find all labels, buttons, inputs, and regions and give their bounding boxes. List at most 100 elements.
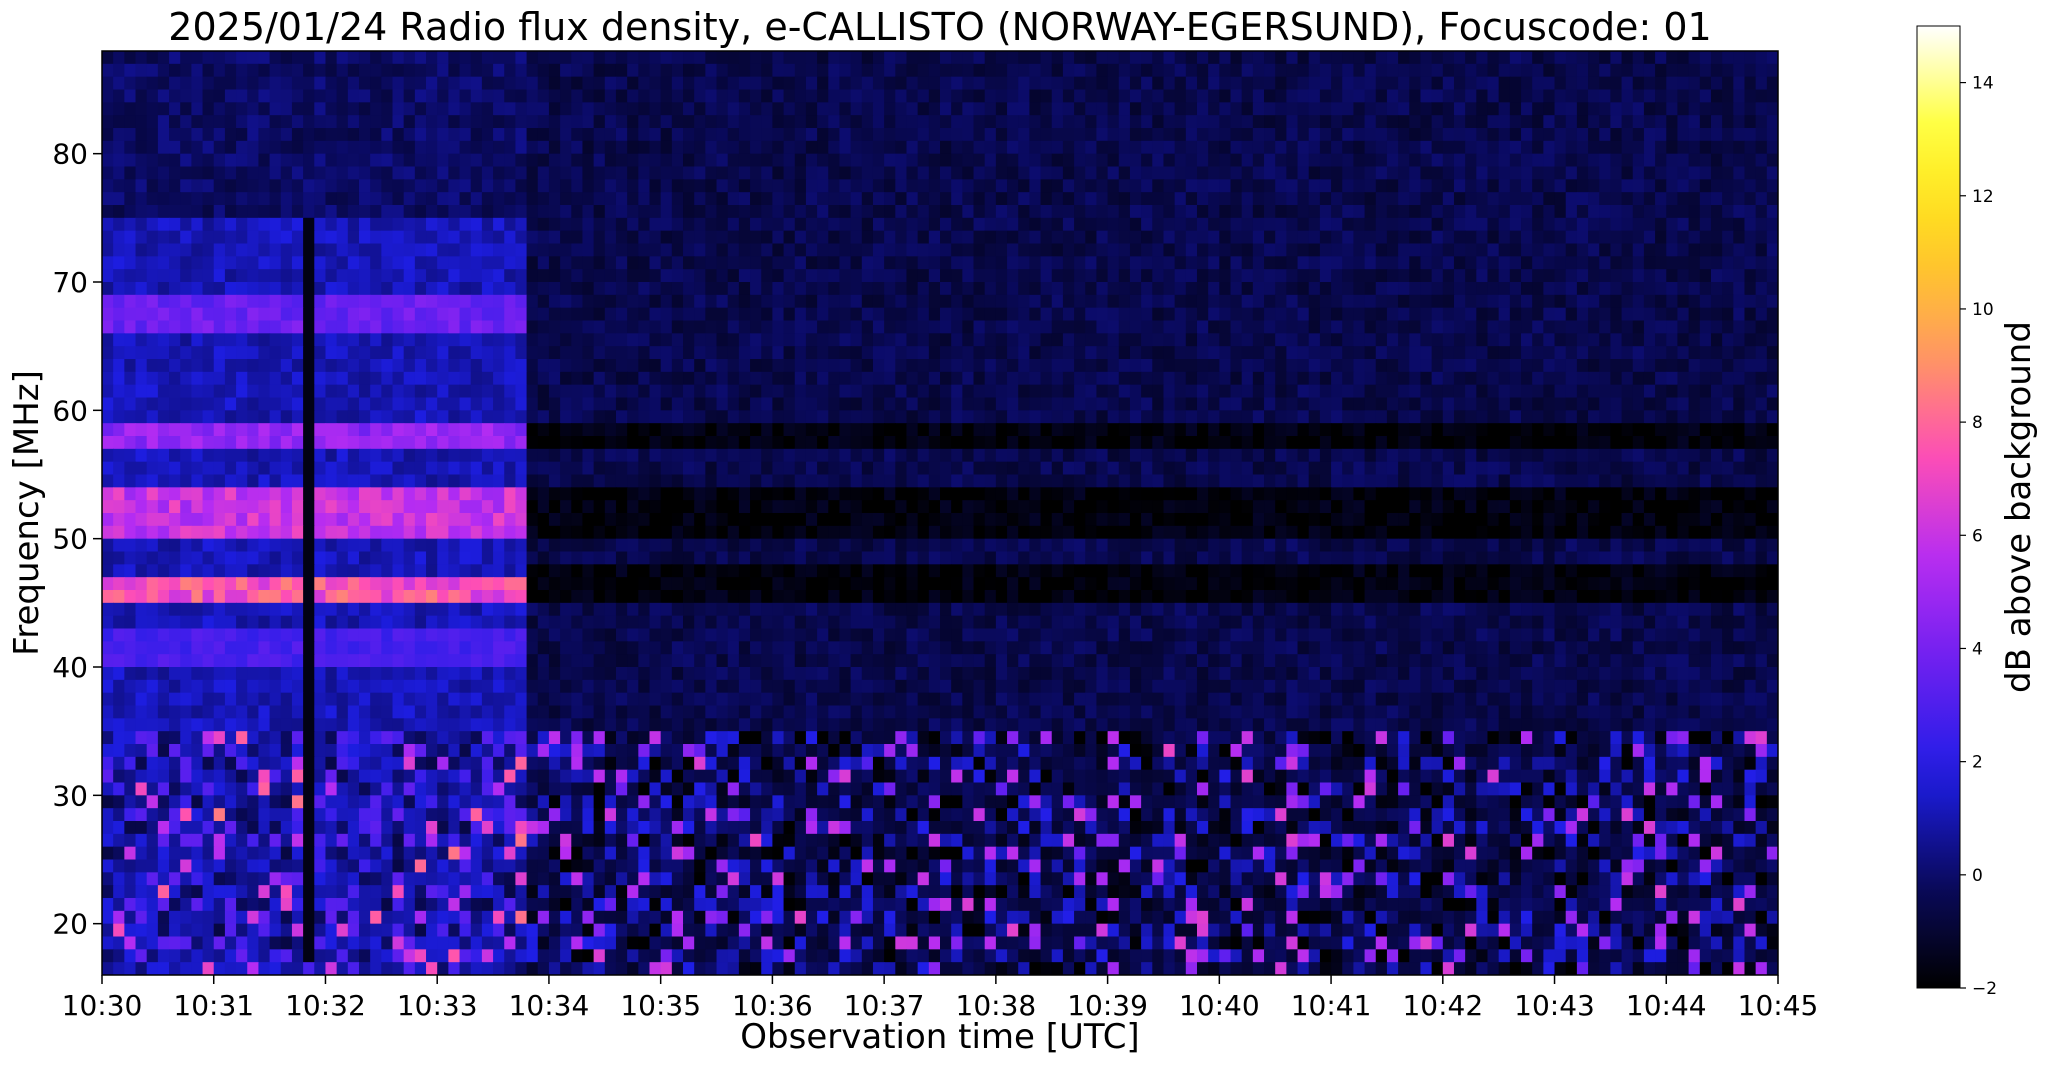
- heatmap-cell: [1588, 333, 1600, 347]
- heatmap-cell: [772, 320, 785, 334]
- heatmap-cell: [1576, 448, 1589, 463]
- heatmap-cell: [1498, 294, 1511, 309]
- heatmap-cell: [236, 307, 248, 322]
- heatmap-cell: [604, 128, 617, 142]
- heatmap-cell: [381, 436, 394, 450]
- heatmap-cell: [426, 333, 438, 347]
- heatmap-cell: [269, 51, 282, 65]
- heatmap-cell: [1576, 423, 1589, 437]
- heatmap-cell: [1699, 294, 1712, 309]
- heatmap-cell: [928, 320, 941, 334]
- heatmap-cell: [1521, 448, 1533, 463]
- heatmap-cell: [1453, 205, 1466, 219]
- heatmap-cell: [850, 294, 863, 309]
- heatmap-cell: [1275, 294, 1287, 309]
- heatmap-cell: [951, 51, 963, 65]
- heatmap-cell: [1118, 179, 1131, 193]
- heatmap-cell: [481, 333, 494, 347]
- heatmap-cell: [1107, 423, 1120, 437]
- heatmap-cell: [1710, 294, 1723, 309]
- heatmap-cell: [336, 269, 349, 283]
- heatmap-cell: [258, 436, 271, 450]
- heatmap-cell: [649, 63, 662, 78]
- heatmap-cell: [1643, 102, 1656, 116]
- heatmap-cell: [1621, 76, 1634, 91]
- heatmap-cell: [1744, 461, 1757, 476]
- heatmap-cell: [1241, 448, 1254, 463]
- heatmap-cell: [1085, 346, 1098, 360]
- heatmap-cell: [1264, 128, 1276, 142]
- heatmap-cell: [1286, 346, 1299, 360]
- heatmap-cell: [1621, 51, 1634, 65]
- heatmap-cell: [940, 294, 952, 309]
- heatmap-cell: [1107, 359, 1120, 373]
- heatmap-cell: [1509, 410, 1522, 424]
- heatmap-cell: [280, 230, 293, 245]
- heatmap-cell: [1722, 205, 1734, 219]
- heatmap-cell: [548, 307, 561, 322]
- heatmap-cell: [928, 397, 941, 411]
- heatmap-cell: [1677, 282, 1690, 296]
- heatmap-cell: [213, 448, 226, 463]
- heatmap-cell: [303, 282, 315, 296]
- heatmap-cell: [280, 76, 293, 91]
- heatmap-cell: [906, 205, 919, 219]
- heatmap-cell: [1588, 166, 1600, 180]
- heatmap-cell: [1453, 448, 1466, 463]
- heatmap-cell: [102, 115, 114, 129]
- heatmap-cell: [258, 51, 271, 65]
- heatmap-cell: [1755, 294, 1768, 309]
- heatmap-cell: [124, 294, 137, 309]
- heatmap-cell: [772, 410, 785, 424]
- heatmap-cell: [1610, 140, 1623, 155]
- heatmap-cell: [236, 256, 248, 270]
- heatmap-cell: [537, 256, 550, 270]
- heatmap-cell: [660, 243, 673, 257]
- heatmap-cell: [571, 205, 584, 219]
- heatmap-cell: [548, 217, 561, 232]
- heatmap-cell: [426, 51, 438, 65]
- heatmap-cell: [794, 217, 807, 232]
- heatmap-cell: [772, 461, 785, 476]
- heatmap-cell: [459, 397, 472, 411]
- heatmap-cell: [940, 166, 952, 180]
- heatmap-cell: [224, 192, 237, 206]
- heatmap-cell: [1722, 102, 1734, 116]
- heatmap-cell: [727, 179, 740, 193]
- heatmap-cell: [638, 205, 651, 219]
- heatmap-cell: [358, 320, 371, 334]
- heatmap-cell: [1476, 217, 1489, 232]
- heatmap-cell: [1297, 76, 1310, 91]
- heatmap-cell: [392, 76, 405, 91]
- heatmap-cell: [135, 256, 148, 270]
- heatmap-cell: [1007, 448, 1019, 463]
- heatmap-cell: [694, 461, 706, 476]
- heatmap-cell: [906, 51, 919, 65]
- heatmap-cell: [1632, 217, 1645, 232]
- heatmap-cell: [135, 179, 148, 193]
- heatmap-cell: [1241, 256, 1254, 270]
- heatmap-cell: [727, 153, 740, 168]
- heatmap-cell: [817, 76, 829, 91]
- heatmap-cell: [1364, 256, 1377, 270]
- heatmap-cell: [1442, 256, 1455, 270]
- heatmap-cell: [213, 205, 226, 219]
- heatmap-cell: [426, 217, 438, 232]
- heatmap-cell: [269, 320, 282, 334]
- heatmap-cell: [627, 346, 639, 360]
- heatmap-cell: [526, 320, 539, 334]
- heatmap-cell: [1040, 230, 1053, 245]
- heatmap-cell: [750, 128, 762, 142]
- heatmap-cell: [113, 256, 125, 270]
- heatmap-cell: [1442, 179, 1455, 193]
- heatmap-cell: [1275, 205, 1287, 219]
- heatmap-cell: [370, 410, 382, 424]
- heatmap-cell: [1688, 423, 1701, 437]
- heatmap-cell: [1565, 243, 1578, 257]
- heatmap-cell: [984, 269, 997, 283]
- heatmap-cell: [493, 282, 505, 296]
- heatmap-cell: [180, 115, 192, 129]
- heatmap-cell: [1509, 346, 1522, 360]
- heatmap-cell: [403, 461, 416, 476]
- heatmap-cell: [906, 128, 919, 142]
